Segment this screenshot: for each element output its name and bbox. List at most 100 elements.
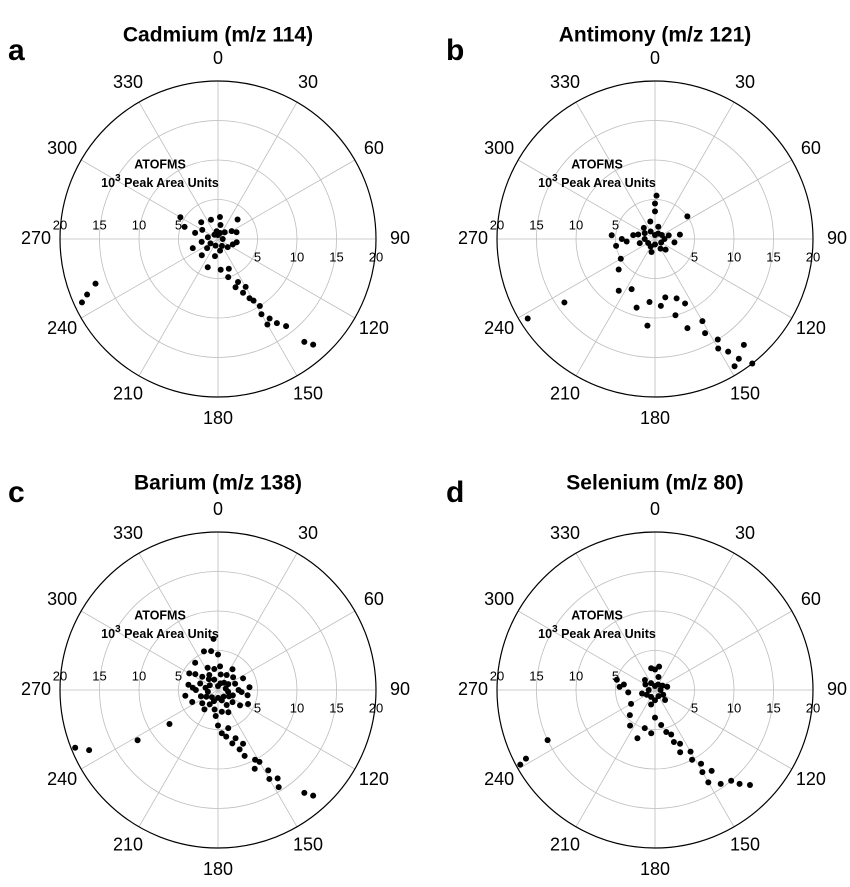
radial-tick-label-left: 5 (175, 217, 182, 232)
data-point (275, 784, 282, 791)
polar-panel-b: b Antimony (m/z 121)0 30 60 90 120 150 180 210 24… (446, 24, 847, 428)
radial-tick-label-right: 10 (290, 700, 304, 715)
data-point (641, 725, 648, 732)
angle-tick-label: 270 (458, 228, 488, 248)
data-point (625, 689, 632, 696)
data-point (671, 239, 678, 246)
data-point (215, 694, 221, 701)
data-point (192, 229, 199, 236)
data-point (640, 224, 647, 231)
unit-label-line1: ATOFMS (134, 608, 186, 622)
unit-label-base: 10 (101, 627, 115, 641)
data-point (246, 684, 253, 691)
data-point (225, 274, 232, 281)
data-point (234, 216, 241, 223)
panel-letter: a (8, 34, 25, 67)
grid-spoke (654, 159, 793, 240)
angle-tick-label: 30 (298, 72, 318, 92)
angle-tick-label: 330 (113, 523, 143, 543)
data-point (646, 298, 653, 305)
radial-tick-label-left: 10 (132, 668, 146, 683)
radial-tick-label-left: 15 (529, 668, 543, 683)
data-point (660, 691, 667, 698)
data-point (613, 676, 620, 683)
data-point (240, 289, 247, 296)
unit-label-superscript: 3 (115, 173, 121, 184)
angle-tick-label: 120 (796, 318, 826, 338)
unit-label-line2: 103 Peak Area Units (538, 624, 656, 642)
data-point (643, 691, 650, 698)
data-point (207, 216, 214, 223)
grid-spoke (654, 610, 793, 691)
angle-tick-label: 150 (293, 835, 323, 855)
data-point (699, 769, 706, 776)
unit-label-line1: ATOFMS (571, 608, 623, 622)
data-point (740, 341, 747, 348)
data-point (613, 242, 620, 249)
data-point (628, 286, 635, 293)
data-point (229, 666, 236, 673)
data-point (684, 325, 691, 332)
data-point (228, 228, 235, 235)
data-point (634, 735, 641, 742)
data-point (658, 722, 665, 729)
unit-label-line2: 103 Peak Area Units (101, 173, 219, 191)
angle-tick-label: 90 (390, 679, 410, 699)
angle-tick-label: 150 (730, 835, 760, 855)
data-point (652, 208, 658, 215)
angle-tick-label: 180 (203, 859, 233, 879)
data-point (658, 239, 665, 246)
grid-spoke (80, 159, 219, 240)
radial-tick-label-left: 10 (569, 668, 583, 683)
data-point (189, 684, 196, 691)
data-point (200, 648, 207, 655)
data-point (242, 283, 249, 290)
grid-spoke (517, 689, 656, 770)
data-point (230, 674, 237, 681)
data-point (219, 236, 226, 242)
data-point (699, 318, 706, 325)
data-point (225, 265, 232, 272)
data-point (251, 765, 258, 772)
chart-title: Antimony (m/z 121) (559, 24, 752, 47)
unit-label-line1: ATOFMS (134, 157, 186, 171)
angle-tick-label: 30 (298, 523, 318, 543)
data-point (522, 755, 529, 762)
data-point (517, 761, 524, 768)
data-point (217, 671, 224, 678)
unit-label-base: 10 (538, 176, 552, 190)
data-point (652, 697, 658, 704)
data-point (633, 304, 640, 311)
outer-circle (59, 80, 377, 398)
angle-tick-label: 120 (796, 769, 826, 789)
data-point (648, 665, 655, 672)
data-point (648, 730, 655, 737)
angle-tick-label: 270 (21, 679, 51, 699)
data-point (735, 355, 742, 362)
data-point (225, 681, 232, 688)
data-point (211, 676, 218, 683)
data-point (206, 671, 213, 678)
data-point (229, 740, 236, 747)
grid-spoke (654, 689, 793, 770)
data-point (217, 663, 224, 670)
radial-tick-label-right: 15 (329, 249, 343, 264)
grid-spoke (575, 101, 656, 240)
data-point (273, 320, 280, 327)
chart-title: Cadmium (m/z 114) (123, 24, 313, 47)
angle-tick-label: 300 (47, 138, 77, 158)
chart-title: Barium (m/z 138) (134, 472, 302, 495)
data-point (682, 300, 689, 307)
data-point (655, 223, 662, 230)
data-point (672, 312, 679, 319)
data-point (731, 363, 738, 370)
angle-tick-label: 150 (293, 384, 323, 404)
angle-tick-label: 180 (640, 859, 670, 879)
angle-tick-label: 0 (650, 48, 660, 68)
data-point (216, 213, 223, 220)
data-point (670, 738, 677, 745)
data-point (641, 230, 648, 237)
polar-panel-c: c Barium (m/z 138) 0 30 60 90 120 150 180 210 240 2… (8, 472, 410, 879)
data-point (264, 321, 271, 328)
